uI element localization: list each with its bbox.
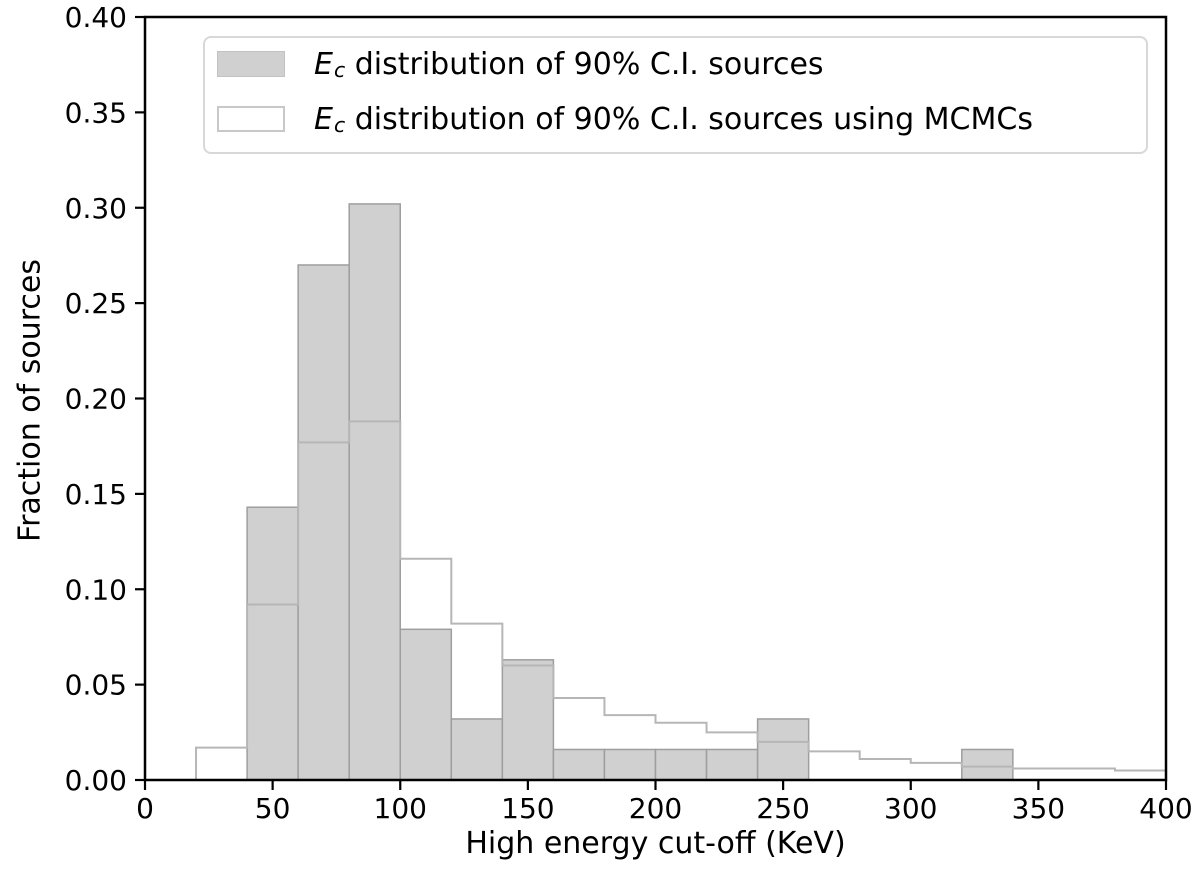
x-tick-label: 50 <box>255 792 291 825</box>
x-tick-label: 350 <box>1012 792 1065 825</box>
x-tick-label: 0 <box>136 792 154 825</box>
gray-histogram-bar <box>246 506 299 781</box>
y-axis-label: Fraction of sources <box>12 259 48 542</box>
legend-item-filled: Ec distribution of 90% C.I. sources <box>217 44 824 84</box>
x-tick-label: 150 <box>501 792 554 825</box>
gray-histogram-bar <box>603 748 657 781</box>
gray-histogram-bar <box>961 748 1014 781</box>
legend: Ec distribution of 90% C.I. sources Ec d… <box>203 36 1148 154</box>
x-axis-label: High energy cut-off (KeV) <box>465 826 846 861</box>
x-tick-label: 100 <box>374 792 427 825</box>
gray-histogram-bar <box>450 718 504 781</box>
y-tick-label: 0.25 <box>65 287 127 320</box>
gray-histogram-bar <box>297 264 350 781</box>
mcmc-step-outline <box>145 420 1167 781</box>
gray-histogram-bar <box>654 748 708 781</box>
gray-histogram-bar <box>552 748 606 781</box>
x-tick-label: 200 <box>629 792 682 825</box>
x-tick-label: 300 <box>884 792 937 825</box>
y-tick-label: 0.40 <box>65 1 127 34</box>
legend-swatch-outline-icon <box>217 106 285 132</box>
x-tick-label: 400 <box>1139 792 1192 825</box>
gray-histogram-bar <box>399 628 453 781</box>
gray-histogram-bar <box>501 659 555 781</box>
y-tick-label: 0.05 <box>65 669 127 702</box>
y-tick-label: 0.15 <box>65 478 127 511</box>
gray-histogram-bar <box>348 203 402 781</box>
y-tick-label: 0.35 <box>65 96 127 129</box>
legend-swatch-filled-icon <box>217 51 285 77</box>
y-tick-label: 0.10 <box>65 573 127 606</box>
y-tick-label: 0.30 <box>65 192 127 225</box>
gray-histogram-bar <box>705 748 759 781</box>
legend-label-outline: Ec distribution of 90% C.I. sources usin… <box>314 101 1033 138</box>
gray-histogram-bar <box>756 718 810 781</box>
y-tick-label: 0.20 <box>65 383 127 416</box>
legend-item-outline: Ec distribution of 90% C.I. sources usin… <box>217 99 1033 139</box>
x-tick-label: 250 <box>756 792 809 825</box>
legend-label-filled: Ec distribution of 90% C.I. sources <box>314 46 824 83</box>
y-tick-label: 0.00 <box>65 764 127 797</box>
